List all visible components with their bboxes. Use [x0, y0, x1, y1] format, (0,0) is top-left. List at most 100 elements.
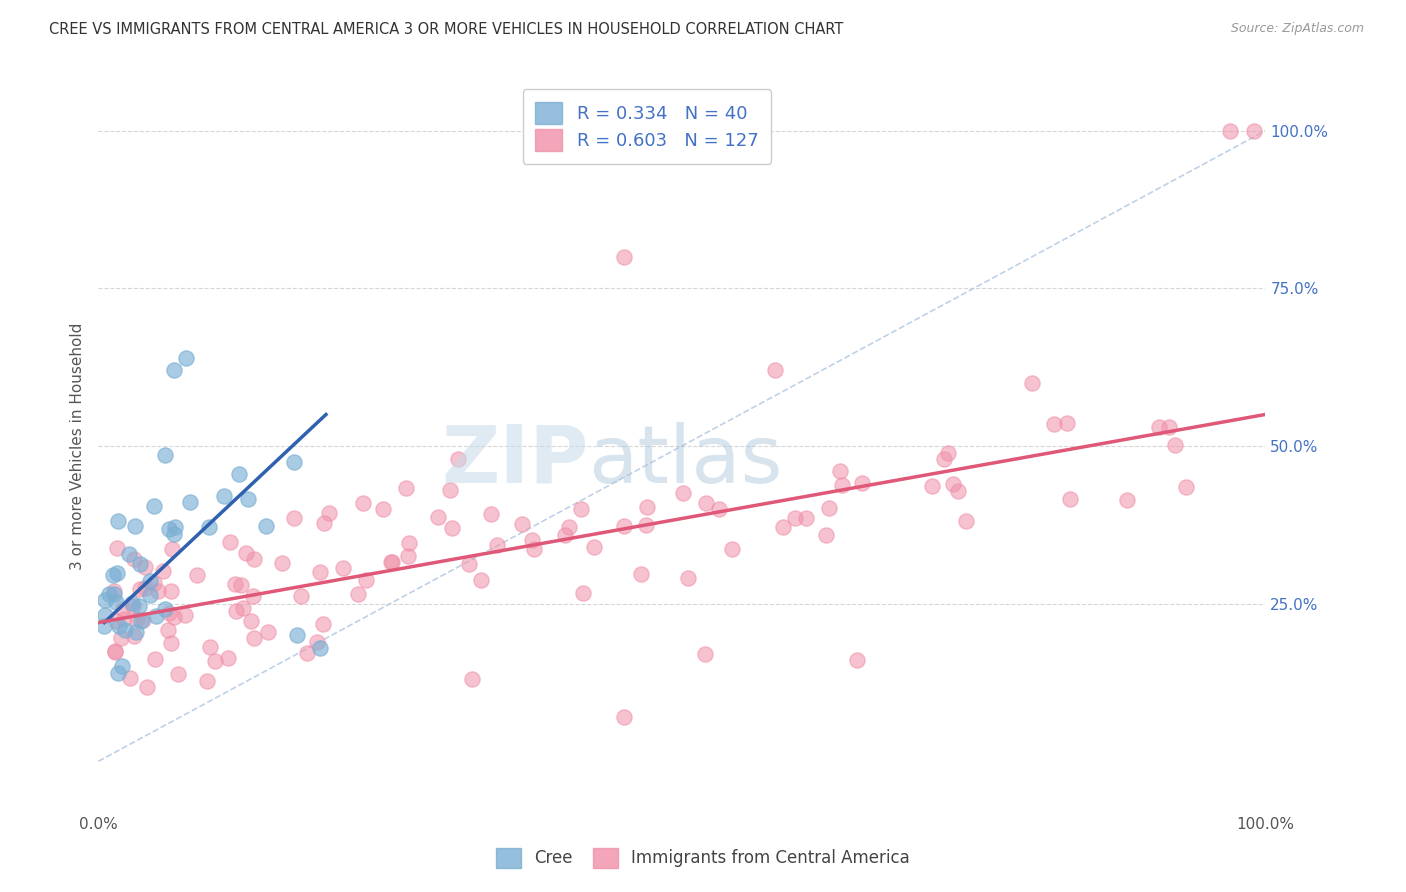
Point — [124, 624, 146, 639]
Point — [721, 542, 744, 557]
Point — [124, 518, 146, 533]
Point — [98, 587, 121, 601]
Point — [932, 452, 955, 467]
Point — [232, 600, 254, 615]
Point — [145, 609, 167, 624]
Point — [243, 551, 266, 566]
Point — [1157, 420, 1180, 434]
Point — [783, 511, 806, 525]
Point — [707, 502, 730, 516]
Point — [129, 558, 152, 572]
Point — [103, 587, 125, 601]
Point — [942, 477, 965, 491]
Point — [354, 574, 377, 588]
Point — [125, 612, 148, 626]
Point — [242, 589, 264, 603]
Point — [634, 518, 657, 533]
Point — [470, 573, 492, 587]
Point — [160, 636, 183, 650]
Point — [107, 665, 129, 680]
Point — [107, 514, 129, 528]
Point — [110, 631, 132, 645]
Point — [143, 652, 166, 666]
Point — [105, 566, 128, 581]
Point — [104, 644, 127, 658]
Point — [132, 613, 155, 627]
Point — [153, 602, 176, 616]
Y-axis label: 3 or more Vehicles in Household: 3 or more Vehicles in Household — [69, 322, 84, 570]
Point — [228, 467, 250, 481]
Point — [1174, 480, 1197, 494]
Text: Source: ZipAtlas.com: Source: ZipAtlas.com — [1230, 22, 1364, 36]
Point — [481, 507, 503, 521]
Point — [630, 567, 652, 582]
Point — [307, 634, 329, 648]
Point — [636, 500, 658, 514]
Point — [830, 464, 852, 478]
Point — [156, 623, 179, 637]
Point — [186, 567, 208, 582]
Point — [1164, 438, 1187, 452]
Point — [520, 533, 543, 548]
Point — [1021, 376, 1043, 390]
Point — [309, 640, 332, 655]
Point — [114, 611, 136, 625]
Point — [1042, 417, 1064, 431]
Point — [1115, 492, 1137, 507]
Point — [1147, 419, 1170, 434]
Point — [217, 651, 239, 665]
Point — [763, 363, 786, 377]
Legend: R = 0.334   N = 40, R = 0.603   N = 127: R = 0.334 N = 40, R = 0.603 N = 127 — [523, 89, 770, 164]
Point — [398, 536, 420, 550]
Point — [283, 455, 305, 469]
Point — [163, 519, 186, 533]
Point — [613, 519, 636, 533]
Point — [921, 479, 943, 493]
Point — [676, 571, 699, 585]
Point — [114, 623, 136, 637]
Point — [224, 604, 246, 618]
Point — [243, 631, 266, 645]
Point — [695, 647, 717, 661]
Point — [312, 617, 335, 632]
Point — [314, 516, 336, 531]
Point — [381, 555, 404, 569]
Point — [814, 527, 837, 541]
Point — [772, 520, 794, 534]
Point — [160, 542, 183, 557]
Point — [695, 496, 717, 510]
Point — [128, 599, 150, 614]
Point — [283, 510, 305, 524]
Point — [214, 489, 236, 503]
Point — [458, 557, 481, 571]
Point — [163, 610, 186, 624]
Point — [179, 495, 201, 509]
Point — [136, 680, 159, 694]
Point — [121, 596, 143, 610]
Point — [105, 595, 128, 609]
Point — [235, 545, 257, 559]
Point — [198, 640, 221, 655]
Point — [219, 534, 242, 549]
Point — [93, 619, 115, 633]
Point — [103, 583, 125, 598]
Point — [174, 608, 197, 623]
Point — [818, 500, 841, 515]
Point — [557, 520, 579, 534]
Point — [198, 520, 221, 534]
Point — [440, 521, 463, 535]
Point — [512, 516, 534, 531]
Point — [94, 593, 117, 607]
Point — [936, 446, 959, 460]
Point — [318, 506, 340, 520]
Point — [157, 522, 180, 536]
Point — [447, 452, 470, 467]
Point — [160, 584, 183, 599]
Point — [395, 481, 418, 495]
Point — [613, 250, 636, 264]
Point — [486, 538, 509, 552]
Legend: Cree, Immigrants from Central America: Cree, Immigrants from Central America — [489, 841, 917, 875]
Point — [163, 363, 186, 377]
Point — [1219, 124, 1241, 138]
Point — [1059, 491, 1081, 506]
